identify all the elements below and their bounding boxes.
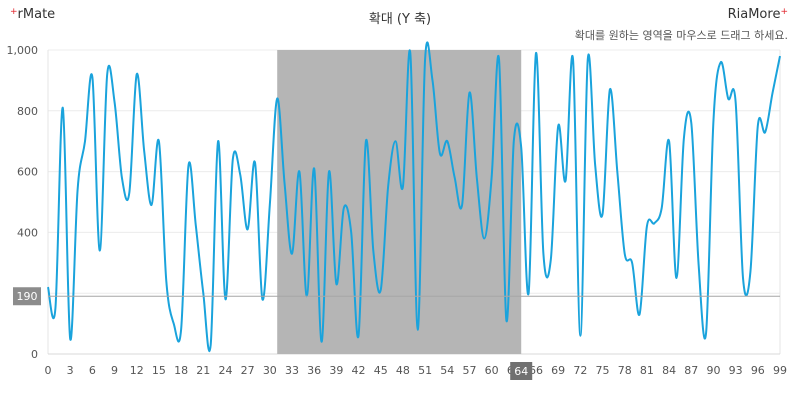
x-tick-label: 36: [307, 364, 321, 377]
crosshair-y-marker: [13, 287, 41, 306]
y-tick-label: 1,000: [7, 44, 39, 57]
x-tick-label: 27: [241, 364, 255, 377]
x-tick-label: 81: [640, 364, 654, 377]
x-tick-label: 93: [729, 364, 743, 377]
zoom-selection-area[interactable]: [277, 50, 522, 354]
crosshair: 190 64: [13, 287, 780, 380]
x-tick-label: 3: [67, 364, 74, 377]
x-tick-label: 84: [662, 364, 676, 377]
brand-left-text: rMate: [17, 7, 56, 22]
x-tick-label: 24: [218, 364, 232, 377]
y-tick-label: 400: [17, 226, 38, 239]
x-tick-label: 72: [573, 364, 587, 377]
x-tick-label: 6: [89, 364, 96, 377]
brand-logo-right: RiaMore+: [728, 7, 788, 22]
brand-logo-left: +rMate: [10, 7, 55, 22]
crosshair-x-marker: [510, 362, 533, 380]
y-tick-label: 800: [17, 105, 38, 118]
y-axis-ticks: 02004006008001,000: [7, 44, 39, 361]
series-line-path: [47, 41, 781, 353]
x-tick-label: 48: [396, 364, 410, 377]
x-tick-label: 30: [263, 364, 277, 377]
x-tick-label: 39: [329, 364, 343, 377]
x-tick-label: 33: [285, 364, 299, 377]
x-tick-label: 21: [196, 364, 210, 377]
x-tick-label: 45: [374, 364, 388, 377]
crosshair-x-label: 64: [514, 365, 528, 378]
x-tick-label: 96: [751, 364, 765, 377]
brand-plus-icon: +: [10, 7, 18, 17]
x-tick-label: 12: [130, 364, 144, 377]
x-tick-label: 99: [773, 364, 787, 377]
crosshair-y-label: 190: [17, 290, 38, 303]
x-tick-label: 51: [418, 364, 432, 377]
x-tick-label: 69: [551, 364, 565, 377]
x-tick-label: 57: [462, 364, 476, 377]
brand-right-text: RiaMore: [727, 7, 781, 22]
x-axis-ticks: 0369121518212427303336394245485154576063…: [45, 364, 788, 377]
x-tick-label: 75: [596, 364, 610, 377]
x-tick-label: 90: [706, 364, 720, 377]
x-tick-label: 42: [352, 364, 366, 377]
x-tick-label: 66: [529, 364, 543, 377]
x-tick-label: 87: [684, 364, 698, 377]
y-tick-label: 0: [31, 348, 38, 361]
x-tick-label: 78: [618, 364, 632, 377]
x-tick-label: 15: [152, 364, 166, 377]
x-tick-label: 0: [45, 364, 52, 377]
x-tick-label: 60: [485, 364, 499, 377]
series-line: [47, 41, 781, 353]
y-tick-label: 600: [17, 166, 38, 179]
x-tick-label: 54: [440, 364, 454, 377]
chart-hint: 확대를 원하는 영역을 마우스로 드래그 하세요.: [574, 29, 788, 42]
x-tick-label: 9: [111, 364, 118, 377]
x-tick-label: 18: [174, 364, 188, 377]
chart-title: 확대 (Y 축): [368, 12, 432, 27]
brand-plus-icon: +: [780, 7, 788, 17]
